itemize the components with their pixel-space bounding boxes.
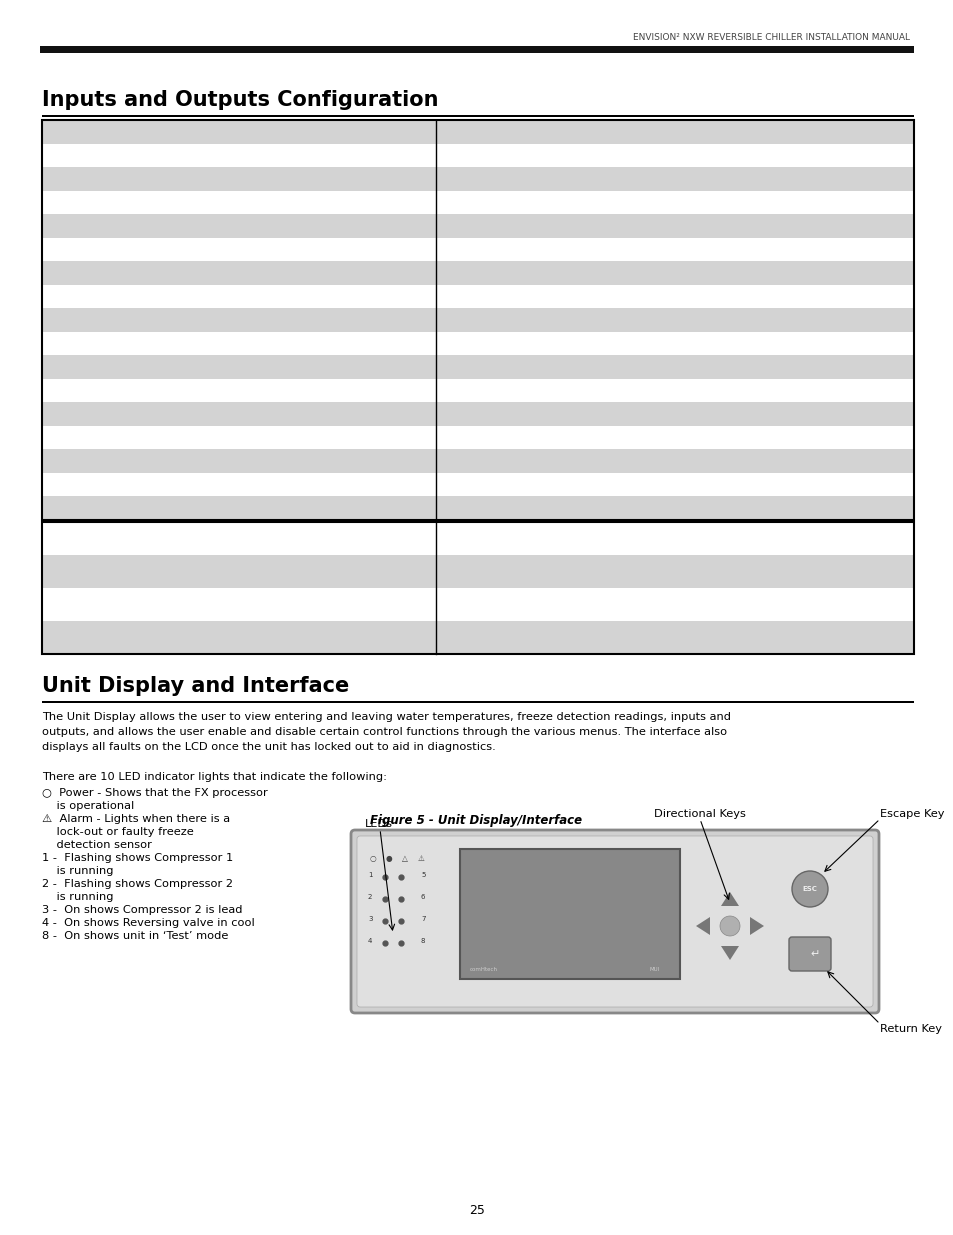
Bar	[42, 190, 436, 214]
Text: ⚠  Alarm - Lights when there is a: ⚠ Alarm - Lights when there is a	[42, 814, 230, 824]
Text: ↵: ↵	[809, 948, 819, 960]
Text: ⚠: ⚠	[417, 853, 424, 863]
Bar	[436, 450, 913, 473]
Bar	[42, 522, 913, 655]
Bar	[436, 214, 913, 237]
Bar	[42, 450, 436, 473]
Bar	[42, 588, 436, 621]
Bar	[436, 285, 913, 309]
Bar	[436, 261, 913, 285]
Bar	[42, 496, 436, 520]
Text: ○  Power - Shows that the FX processor: ○ Power - Shows that the FX processor	[42, 788, 268, 798]
Bar	[436, 403, 913, 426]
Bar	[40, 46, 913, 53]
Bar	[42, 285, 436, 309]
Text: lock-out or faulty freeze: lock-out or faulty freeze	[42, 827, 193, 837]
Polygon shape	[749, 918, 763, 935]
Text: 4 -  On shows Reversing valve in cool: 4 - On shows Reversing valve in cool	[42, 918, 254, 927]
Bar	[42, 332, 436, 356]
Text: 5: 5	[420, 872, 425, 878]
Bar	[42, 214, 436, 237]
Polygon shape	[720, 892, 739, 906]
Bar	[42, 167, 436, 190]
Text: 7: 7	[420, 916, 425, 923]
Text: MUI: MUI	[649, 967, 659, 972]
Text: ESC: ESC	[801, 885, 817, 892]
Text: Escape Key: Escape Key	[879, 809, 943, 819]
Text: displays all faults on the LCD once the unit has locked out to aid in diagnostic: displays all faults on the LCD once the …	[42, 742, 496, 752]
Circle shape	[791, 871, 827, 906]
Bar	[436, 379, 913, 403]
Text: is running: is running	[42, 866, 113, 876]
Circle shape	[720, 916, 740, 936]
Polygon shape	[720, 946, 739, 960]
Bar	[42, 120, 913, 520]
Text: 2: 2	[368, 894, 372, 900]
Text: 6: 6	[420, 894, 425, 900]
Text: ○: ○	[370, 853, 375, 863]
Text: 1 -  Flashing shows Compressor 1: 1 - Flashing shows Compressor 1	[42, 853, 233, 863]
Bar	[436, 473, 913, 496]
Polygon shape	[696, 918, 709, 935]
Bar	[436, 426, 913, 450]
Text: 3: 3	[368, 916, 372, 923]
Bar	[436, 167, 913, 190]
Text: Unit Display and Interface: Unit Display and Interface	[42, 676, 349, 697]
Text: Inputs and Outputs Configuration: Inputs and Outputs Configuration	[42, 90, 438, 110]
Bar	[42, 115, 913, 116]
Text: Figure 5 - Unit Display/Interface: Figure 5 - Unit Display/Interface	[370, 814, 581, 827]
Bar	[436, 356, 913, 379]
Text: comHtech: comHtech	[470, 967, 497, 972]
Bar	[42, 237, 436, 261]
Text: 3 -  On shows Compressor 2 is lead: 3 - On shows Compressor 2 is lead	[42, 905, 242, 915]
Text: LEDs: LEDs	[365, 819, 393, 829]
Bar	[436, 522, 913, 555]
Text: ●: ●	[385, 853, 392, 863]
Bar	[436, 496, 913, 520]
Bar	[436, 143, 913, 167]
Bar	[42, 522, 436, 555]
Bar	[42, 120, 436, 143]
Bar	[42, 426, 436, 450]
Text: is operational: is operational	[42, 802, 134, 811]
Text: outputs, and allows the user enable and disable certain control functions throug: outputs, and allows the user enable and …	[42, 727, 726, 737]
Bar	[436, 588, 913, 621]
Text: There are 10 LED indicator lights that indicate the following:: There are 10 LED indicator lights that i…	[42, 772, 387, 782]
Bar	[459, 848, 679, 979]
Bar	[42, 701, 913, 703]
Text: ENVISION² NXW REVERSIBLE CHILLER INSTALLATION MANUAL: ENVISION² NXW REVERSIBLE CHILLER INSTALL…	[633, 33, 909, 42]
Bar	[436, 621, 913, 655]
Text: 8 -  On shows unit in ‘Test’ mode: 8 - On shows unit in ‘Test’ mode	[42, 931, 228, 941]
Bar	[42, 356, 436, 379]
Text: 8: 8	[420, 939, 425, 944]
Text: 25: 25	[469, 1203, 484, 1216]
FancyBboxPatch shape	[788, 937, 830, 971]
FancyBboxPatch shape	[351, 830, 878, 1013]
Text: detection sensor: detection sensor	[42, 840, 152, 850]
Text: is running: is running	[42, 892, 113, 902]
Bar	[42, 621, 436, 655]
Text: Directional Keys: Directional Keys	[654, 809, 745, 819]
Text: 1: 1	[368, 872, 372, 878]
Bar	[436, 555, 913, 588]
Bar	[42, 309, 436, 332]
Text: 2 -  Flashing shows Compressor 2: 2 - Flashing shows Compressor 2	[42, 879, 233, 889]
Bar	[42, 555, 436, 588]
Bar	[42, 473, 436, 496]
Text: △: △	[401, 853, 408, 863]
Bar	[436, 237, 913, 261]
Text: The Unit Display allows the user to view entering and leaving water temperatures: The Unit Display allows the user to view…	[42, 713, 730, 722]
Bar	[436, 332, 913, 356]
Bar	[42, 261, 436, 285]
Bar	[436, 190, 913, 214]
Bar	[42, 379, 436, 403]
Bar	[436, 120, 913, 143]
Text: 4: 4	[368, 939, 372, 944]
Bar	[436, 309, 913, 332]
Bar	[42, 143, 436, 167]
Bar	[42, 403, 436, 426]
FancyBboxPatch shape	[356, 836, 872, 1007]
Text: Return Key: Return Key	[879, 1024, 941, 1034]
